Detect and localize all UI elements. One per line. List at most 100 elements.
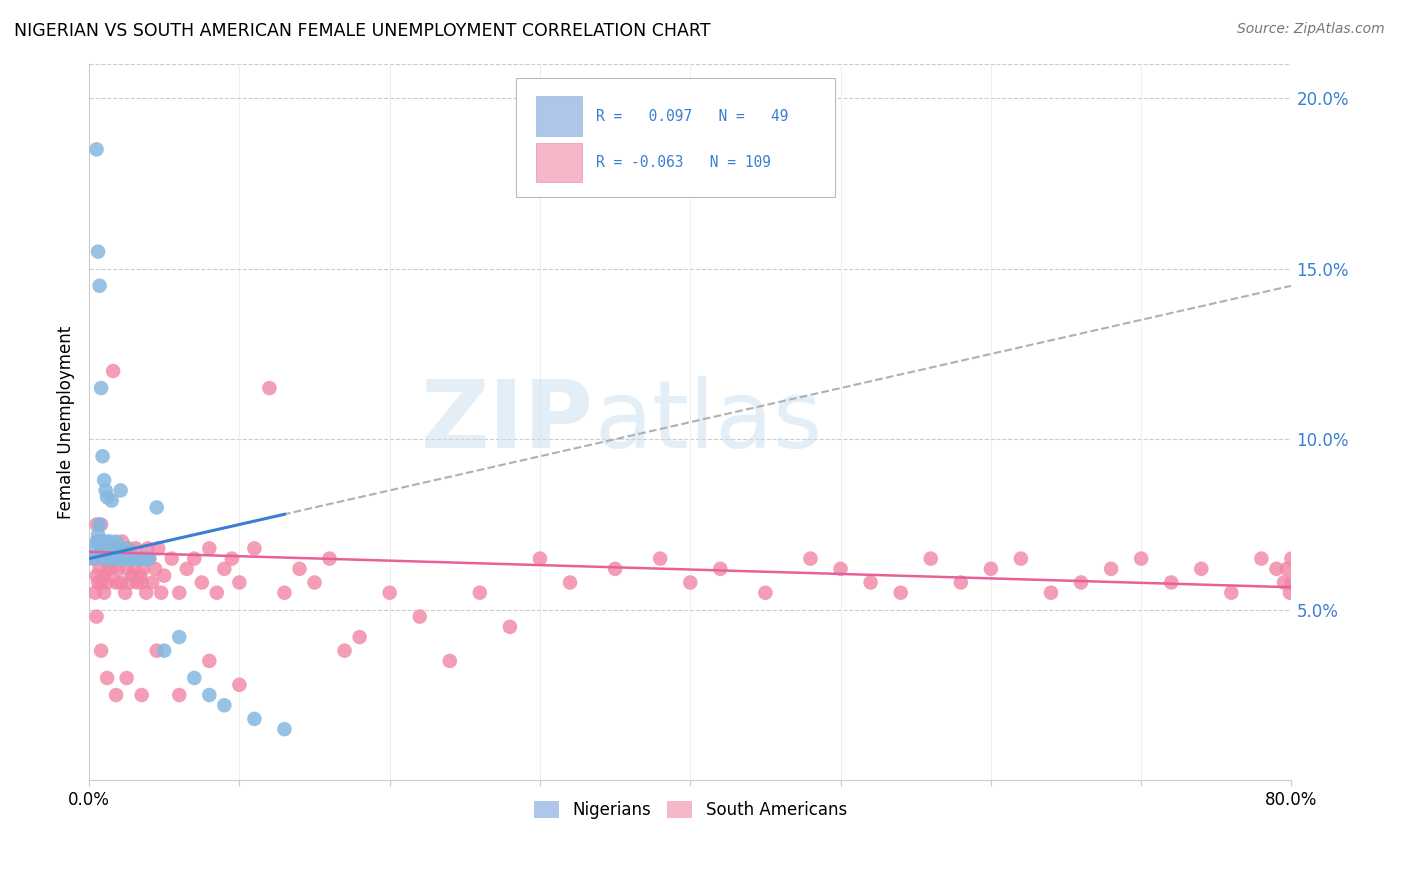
Point <box>115 671 138 685</box>
Point <box>101 364 124 378</box>
Point <box>198 688 221 702</box>
Point <box>799 551 821 566</box>
Point <box>110 575 132 590</box>
Point <box>93 585 115 599</box>
Point <box>104 551 127 566</box>
Point <box>96 490 118 504</box>
Point <box>105 575 128 590</box>
Text: R = -0.063   N = 109: R = -0.063 N = 109 <box>596 155 772 170</box>
Text: R =   0.097   N =   49: R = 0.097 N = 49 <box>596 109 789 124</box>
Point <box>118 551 141 566</box>
Point <box>107 562 129 576</box>
Point <box>318 551 340 566</box>
Point <box>87 244 110 259</box>
Text: ZIP: ZIP <box>422 376 595 468</box>
Point <box>105 534 128 549</box>
Point <box>112 545 135 559</box>
Point <box>167 630 190 644</box>
Point <box>138 551 160 566</box>
Text: Source: ZipAtlas.com: Source: ZipAtlas.com <box>1237 22 1385 37</box>
Point <box>273 722 295 736</box>
Point <box>96 575 118 590</box>
Point <box>111 551 134 566</box>
Point <box>128 551 150 566</box>
Point <box>134 551 156 566</box>
Point <box>529 551 551 566</box>
Point <box>499 620 522 634</box>
Point <box>86 568 108 582</box>
Point <box>98 541 121 556</box>
Point <box>100 551 122 566</box>
Point <box>221 551 243 566</box>
Point <box>191 575 214 590</box>
Point <box>112 551 135 566</box>
Point <box>830 562 852 576</box>
Point <box>96 534 118 549</box>
Point <box>679 575 702 590</box>
Point <box>890 585 912 599</box>
Y-axis label: Female Unemployment: Female Unemployment <box>58 326 75 519</box>
Point <box>243 541 266 556</box>
Point <box>131 688 153 702</box>
Point <box>87 527 110 541</box>
Point <box>132 551 155 566</box>
Point <box>259 381 281 395</box>
Point <box>650 551 672 566</box>
Point <box>108 541 131 556</box>
Point <box>228 678 250 692</box>
Point <box>243 712 266 726</box>
Point <box>97 545 120 559</box>
Point <box>228 575 250 590</box>
Point <box>378 585 401 599</box>
Point <box>709 562 731 576</box>
Point <box>145 500 167 515</box>
Point <box>205 585 228 599</box>
Bar <box>536 143 582 182</box>
Point <box>86 609 108 624</box>
Point <box>136 541 159 556</box>
Point <box>120 551 142 566</box>
Point <box>104 551 127 566</box>
Point <box>111 534 134 549</box>
Point <box>980 562 1002 576</box>
Point <box>83 551 105 566</box>
Point <box>89 562 111 576</box>
Point <box>920 551 942 566</box>
Point <box>349 630 371 644</box>
Point <box>120 551 142 566</box>
Point <box>198 654 221 668</box>
Point <box>127 575 149 590</box>
Point <box>127 551 149 566</box>
Point <box>100 562 122 576</box>
Point <box>101 541 124 556</box>
Bar <box>536 96 582 136</box>
Point <box>409 609 432 624</box>
Point <box>124 541 146 556</box>
Point <box>603 562 626 576</box>
Point <box>107 551 129 566</box>
Point <box>98 534 121 549</box>
Point <box>108 551 131 566</box>
Point <box>1272 575 1295 590</box>
Point <box>93 551 115 566</box>
Point <box>87 534 110 549</box>
Point <box>87 575 110 590</box>
Point <box>129 568 152 582</box>
Point <box>89 517 111 532</box>
Point <box>153 643 176 657</box>
Text: atlas: atlas <box>595 376 823 468</box>
Point <box>1275 562 1298 576</box>
Point <box>86 534 108 549</box>
Point <box>176 562 198 576</box>
Point <box>1281 575 1303 590</box>
Point <box>558 575 581 590</box>
Point <box>135 585 157 599</box>
Point <box>1070 575 1092 590</box>
Point <box>90 381 112 395</box>
Point <box>288 562 311 576</box>
Point <box>1250 551 1272 566</box>
Point <box>304 575 326 590</box>
Point <box>1099 562 1122 576</box>
Point <box>333 643 356 657</box>
Point <box>439 654 461 668</box>
